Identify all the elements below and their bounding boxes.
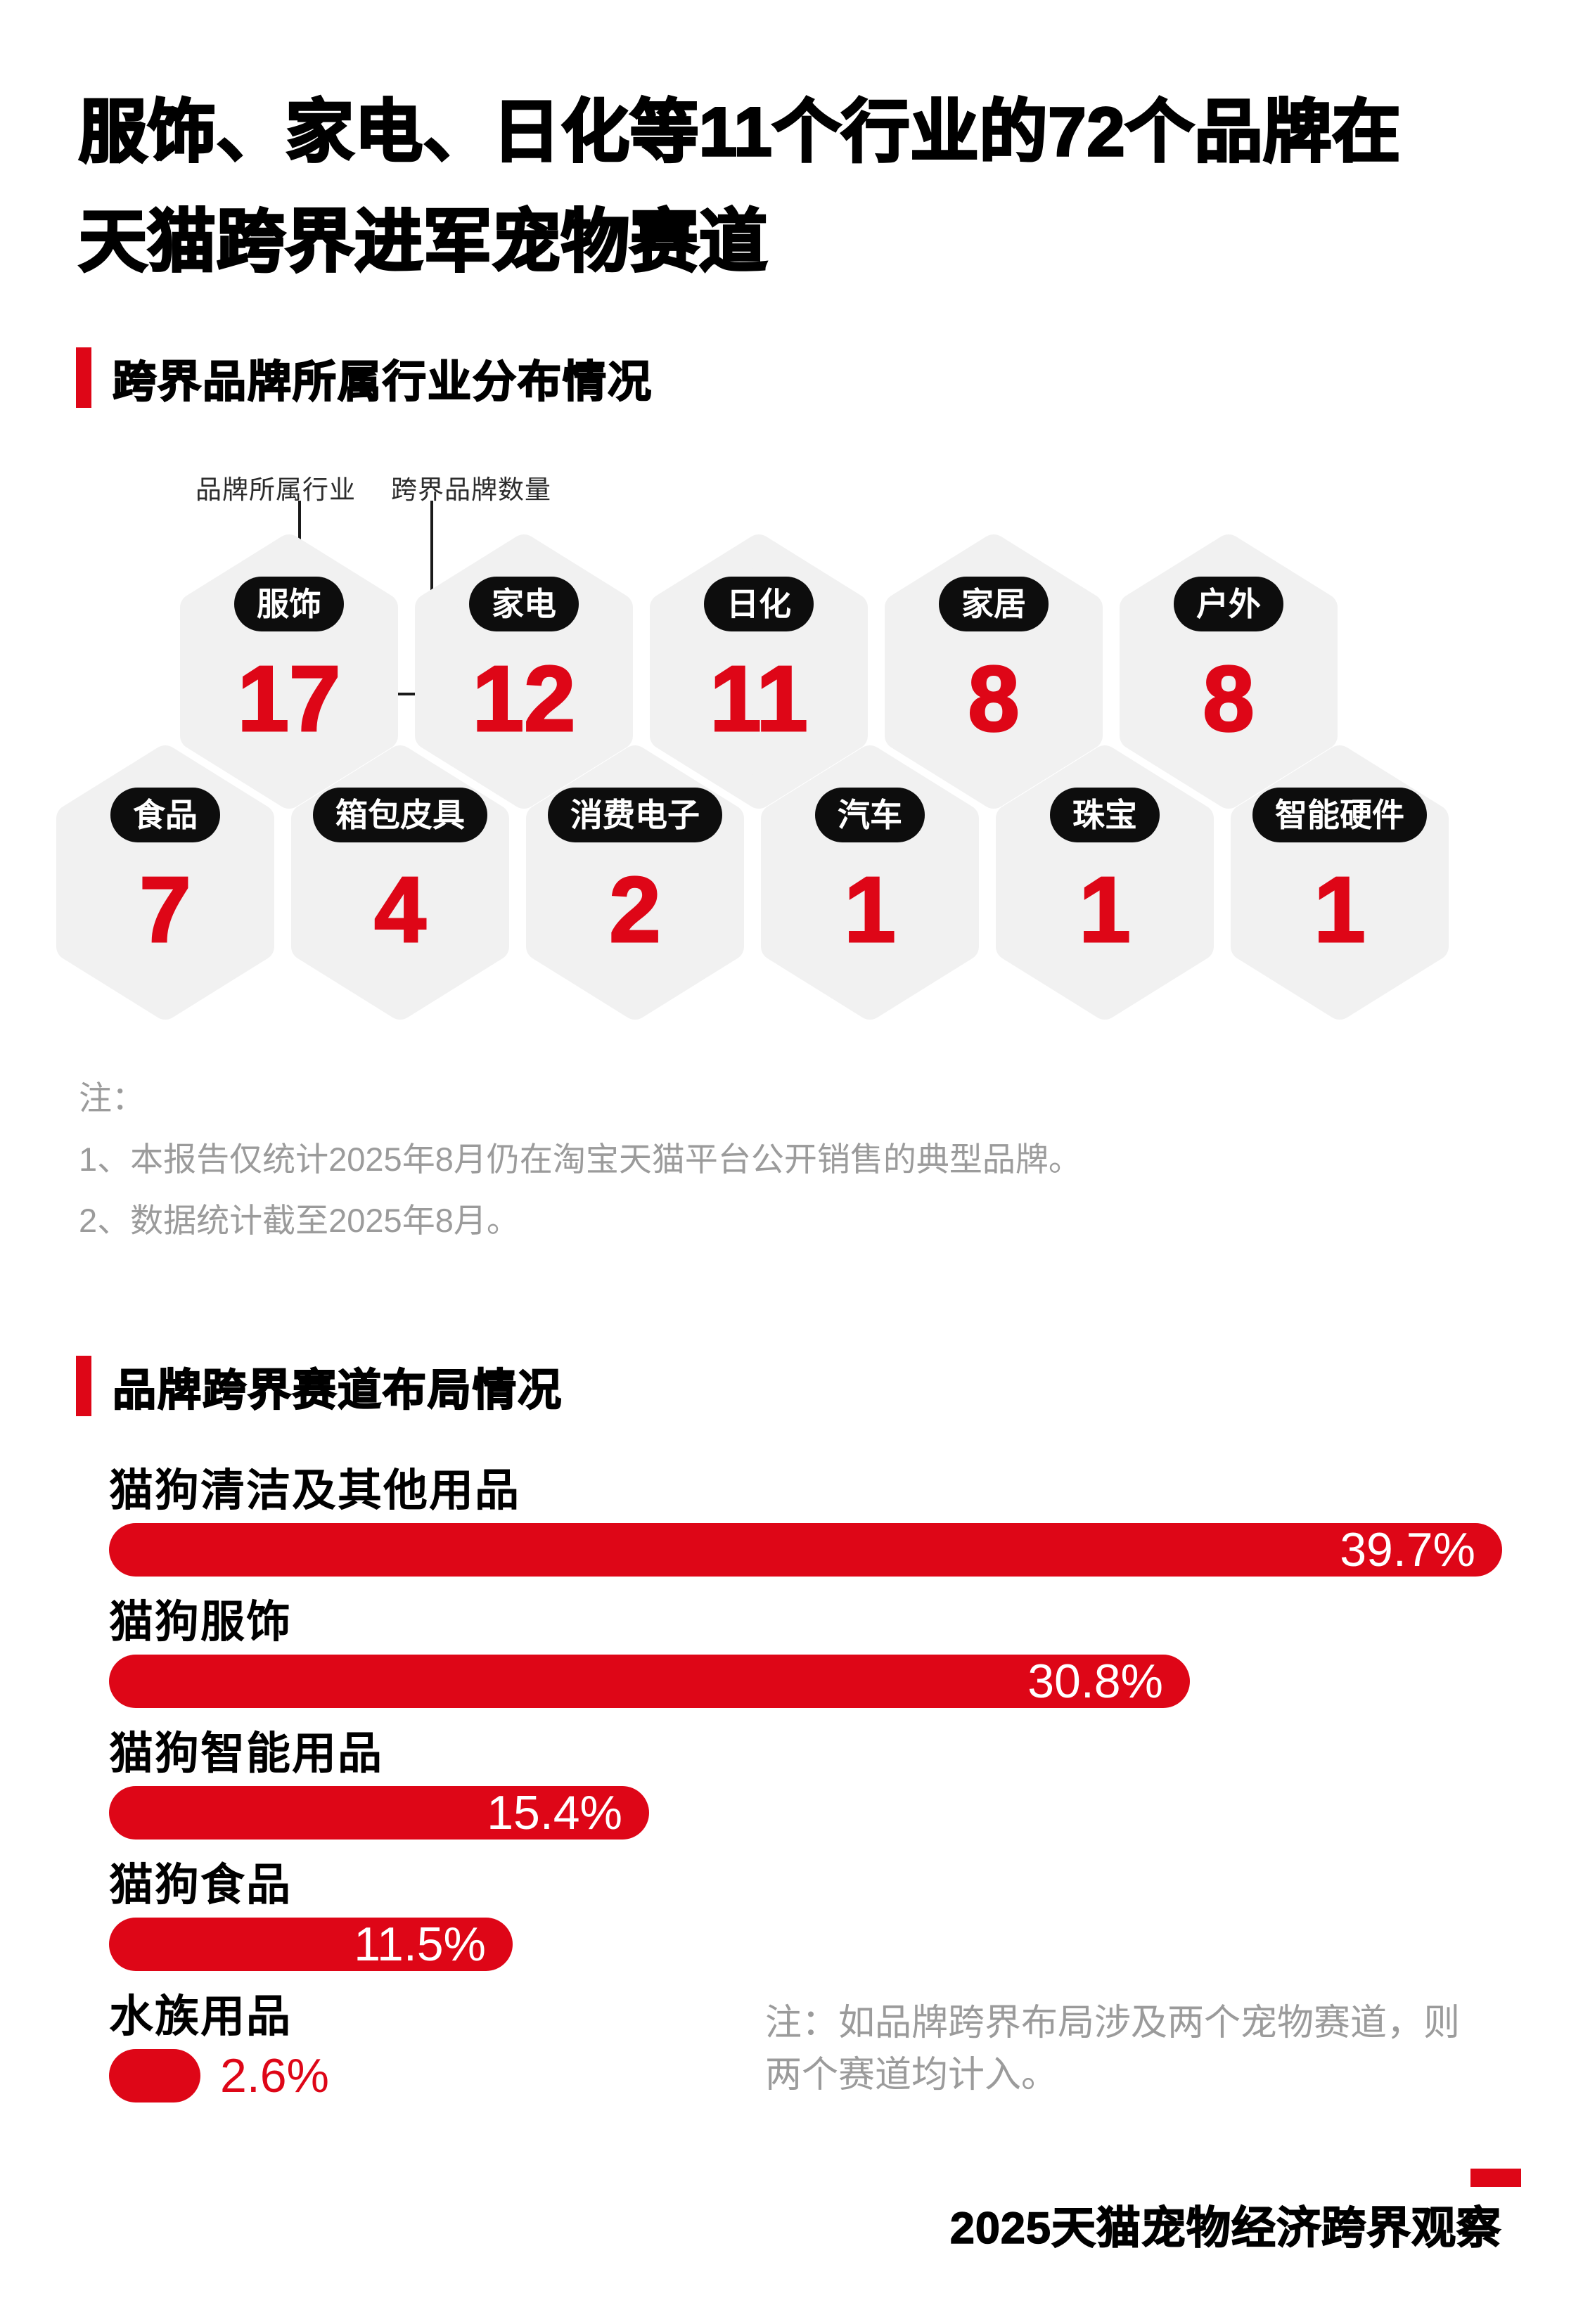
- bar-label: 猫狗服饰: [109, 1598, 292, 1647]
- hex-cell-luggage: 箱包皮具 4: [291, 745, 509, 1020]
- page-title: 服饰、家电、日化等11个行业的72个品牌在 天猫跨界进军宠物赛道: [77, 77, 1402, 297]
- section1-title: 跨界品牌所属行业分布情况: [112, 357, 653, 407]
- industry-pill: 服饰: [234, 577, 344, 631]
- industry-pill: 汽车: [815, 788, 925, 842]
- hex-cell-consumer-electronics: 消费电子 2: [526, 745, 744, 1020]
- track-bar-chart: 猫狗清洁及其他用品 39.7% 猫狗服饰 30.8% 猫狗智能用品 15.4% …: [109, 1468, 1515, 2126]
- hex-cell-smart-hardware: 智能硬件 1: [1231, 745, 1449, 1020]
- bar-value: 15.4%: [487, 1786, 622, 1840]
- brand-count: 1: [843, 857, 897, 963]
- bar-label: 水族用品: [109, 1992, 292, 2041]
- hex-cell-outdoor: 户外 8: [1120, 534, 1338, 809]
- bar-label: 猫狗食品: [109, 1861, 292, 1910]
- industry-pill: 户外: [1174, 577, 1283, 631]
- hex-cell-jewelry: 珠宝 1: [996, 745, 1214, 1020]
- note-item-1: 1、本报告仅统计2025年8月仍在淘宝天猫平台公开销售的典型品牌。: [79, 1141, 1082, 1178]
- industry-pill: 日化: [704, 577, 814, 631]
- bar-value: 30.8%: [1027, 1655, 1163, 1708]
- legend-count-label: 跨界品牌数量: [391, 475, 551, 504]
- brand-count: 12: [471, 646, 577, 752]
- industry-pill: 箱包皮具: [313, 788, 487, 842]
- bar-row: 11.5%: [109, 1918, 1515, 1971]
- bar-row: 2.6%: [109, 2049, 1515, 2102]
- hex-cell-auto: 汽车 1: [761, 745, 979, 1020]
- section2-note: 注：如品牌跨界布局涉及两个宠物赛道，则 两个赛道均计入。: [765, 1997, 1460, 2101]
- section2-note-line1: 注：如品牌跨界布局涉及两个宠物赛道，则: [765, 2003, 1461, 2043]
- hex-cell-home: 家居 8: [885, 534, 1103, 809]
- industry-pill: 食品: [110, 788, 220, 842]
- bar-value: 2.6%: [220, 2049, 329, 2102]
- bar-aquarium: [109, 2049, 200, 2102]
- bar-label: 猫狗清洁及其他用品: [109, 1466, 520, 1515]
- brand-count: 17: [236, 646, 342, 752]
- brand-count: 1: [1078, 857, 1132, 963]
- bar-cleaning: 39.7%: [109, 1523, 1502, 1577]
- legend-industry-label: 品牌所属行业: [196, 475, 356, 504]
- section2-accent-bar: [76, 1356, 91, 1416]
- industry-pill: 智能硬件: [1252, 788, 1427, 842]
- section1-notes: 注： 1、本报告仅统计2025年8月仍在淘宝天猫平台公开销售的典型品牌。 2、数…: [79, 1067, 1082, 1251]
- footer-accent-dash: [1470, 2169, 1521, 2187]
- page-title-line1: 服饰、家电、日化等11个行业的72个品牌在: [77, 92, 1402, 172]
- bar-food: 11.5%: [109, 1918, 513, 1971]
- hex-cell-food: 食品 7: [56, 745, 274, 1020]
- hex-cell-apparel: 服饰 17: [180, 534, 398, 809]
- brand-count: 7: [139, 857, 192, 963]
- footer-title: 2025天猫宠物经济跨界观察: [949, 2203, 1501, 2254]
- bar-row: 39.7%: [109, 1523, 1515, 1577]
- hex-cell-daily-chem: 日化 11: [650, 534, 868, 809]
- section2-title: 品牌跨界赛道布局情况: [112, 1366, 563, 1415]
- section2-note-line2: 两个赛道均计入。: [765, 2055, 1058, 2095]
- leader-line-vertical-1: [298, 501, 301, 574]
- bar-apparel: 30.8%: [109, 1655, 1190, 1708]
- section2-header: 品牌跨界赛道布局情况: [76, 1354, 563, 1418]
- brand-count: 1: [1313, 857, 1366, 963]
- note-item-2: 2、数据统计截至2025年8月。: [79, 1202, 520, 1239]
- industry-pill: 家电: [469, 577, 579, 631]
- industry-pill: 珠宝: [1050, 788, 1160, 842]
- brand-count: 11: [709, 646, 809, 752]
- brand-count: 4: [373, 857, 427, 963]
- bar-row: 30.8%: [109, 1655, 1515, 1708]
- bar-label: 猫狗智能用品: [109, 1729, 383, 1778]
- bar-row: 15.4%: [109, 1786, 1515, 1840]
- brand-count: 2: [608, 857, 662, 963]
- industry-pill: 家居: [939, 577, 1049, 631]
- page-title-line2: 天猫跨界进军宠物赛道: [77, 202, 769, 281]
- note-head: 注：: [79, 1079, 145, 1117]
- section1-header: 跨界品牌所属行业分布情况: [76, 346, 653, 409]
- hex-cell-appliance: 家电 12: [415, 534, 633, 809]
- brand-count: 8: [967, 646, 1020, 752]
- bar-smart: 15.4%: [109, 1786, 649, 1840]
- industry-pill: 消费电子: [548, 788, 722, 842]
- bar-value: 11.5%: [354, 1918, 486, 1971]
- section1-accent-bar: [76, 347, 91, 408]
- brand-count: 8: [1202, 646, 1255, 752]
- bar-value: 39.7%: [1340, 1523, 1475, 1577]
